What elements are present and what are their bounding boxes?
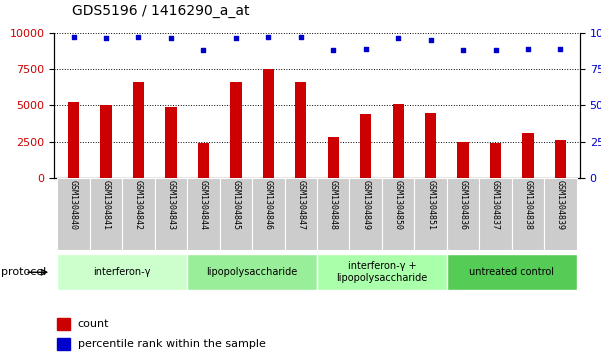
Text: interferon-γ: interferon-γ [94,267,151,277]
Text: GSM1304851: GSM1304851 [426,180,435,230]
Bar [480,178,512,250]
Bar [56,338,70,350]
Bar [56,318,70,330]
Bar [382,178,415,250]
Point [101,36,111,41]
Point [296,34,305,40]
Bar [457,142,469,178]
Point [523,46,533,52]
Bar [154,178,187,250]
Point [198,47,208,53]
Text: count: count [78,319,109,329]
Text: untreated control: untreated control [469,267,554,277]
Text: percentile rank within the sample: percentile rank within the sample [78,339,266,349]
Bar [522,133,534,178]
Bar [263,69,274,178]
Bar [198,143,209,178]
Text: GSM1304850: GSM1304850 [394,180,403,230]
Bar [317,178,350,250]
Text: interferon-γ +
lipopolysaccharide: interferon-γ + lipopolysaccharide [337,261,427,283]
Bar [447,178,480,250]
Text: GSM1304842: GSM1304842 [134,180,143,230]
Bar [545,178,577,250]
Bar [284,178,317,250]
Bar [165,107,177,178]
Bar [57,178,90,250]
Point [133,34,143,40]
Bar [447,254,577,290]
Point [69,34,78,40]
Text: protocol: protocol [1,267,46,277]
Point [426,37,436,43]
Text: GSM1304837: GSM1304837 [491,180,500,230]
Bar [187,178,219,250]
Text: GSM1304847: GSM1304847 [296,180,305,230]
Bar [490,143,501,178]
Bar [415,178,447,250]
Text: GSM1304838: GSM1304838 [523,180,532,230]
Bar [360,114,371,178]
Bar [68,102,79,178]
Point [491,47,501,53]
Text: GSM1304840: GSM1304840 [69,180,78,230]
Point [263,34,273,40]
Text: GSM1304846: GSM1304846 [264,180,273,230]
Text: GDS5196 / 1416290_a_at: GDS5196 / 1416290_a_at [72,4,249,18]
Bar [425,113,436,178]
Text: GSM1304836: GSM1304836 [459,180,468,230]
Bar [252,178,284,250]
Point [166,36,175,41]
Point [329,47,338,53]
Text: GSM1304841: GSM1304841 [102,180,111,230]
Point [556,46,566,52]
Point [231,36,240,41]
Bar [187,254,317,290]
Text: GSM1304844: GSM1304844 [199,180,208,230]
Text: GSM1304845: GSM1304845 [231,180,240,230]
Bar [100,105,112,178]
Text: GSM1304843: GSM1304843 [166,180,175,230]
Bar [57,254,187,290]
Bar [512,178,545,250]
Point [459,47,468,53]
Bar [328,137,339,178]
Bar [392,104,404,178]
Text: GSM1304839: GSM1304839 [556,180,565,230]
Bar [230,82,242,178]
Text: GSM1304848: GSM1304848 [329,180,338,230]
Point [361,46,371,52]
Text: GSM1304849: GSM1304849 [361,180,370,230]
Bar [133,82,144,178]
Bar [219,178,252,250]
Text: lipopolysaccharide: lipopolysaccharide [207,267,297,277]
Point [394,36,403,41]
Bar [555,140,566,178]
Bar [317,254,447,290]
Bar [122,178,154,250]
Bar [350,178,382,250]
Bar [295,82,307,178]
Bar [90,178,122,250]
